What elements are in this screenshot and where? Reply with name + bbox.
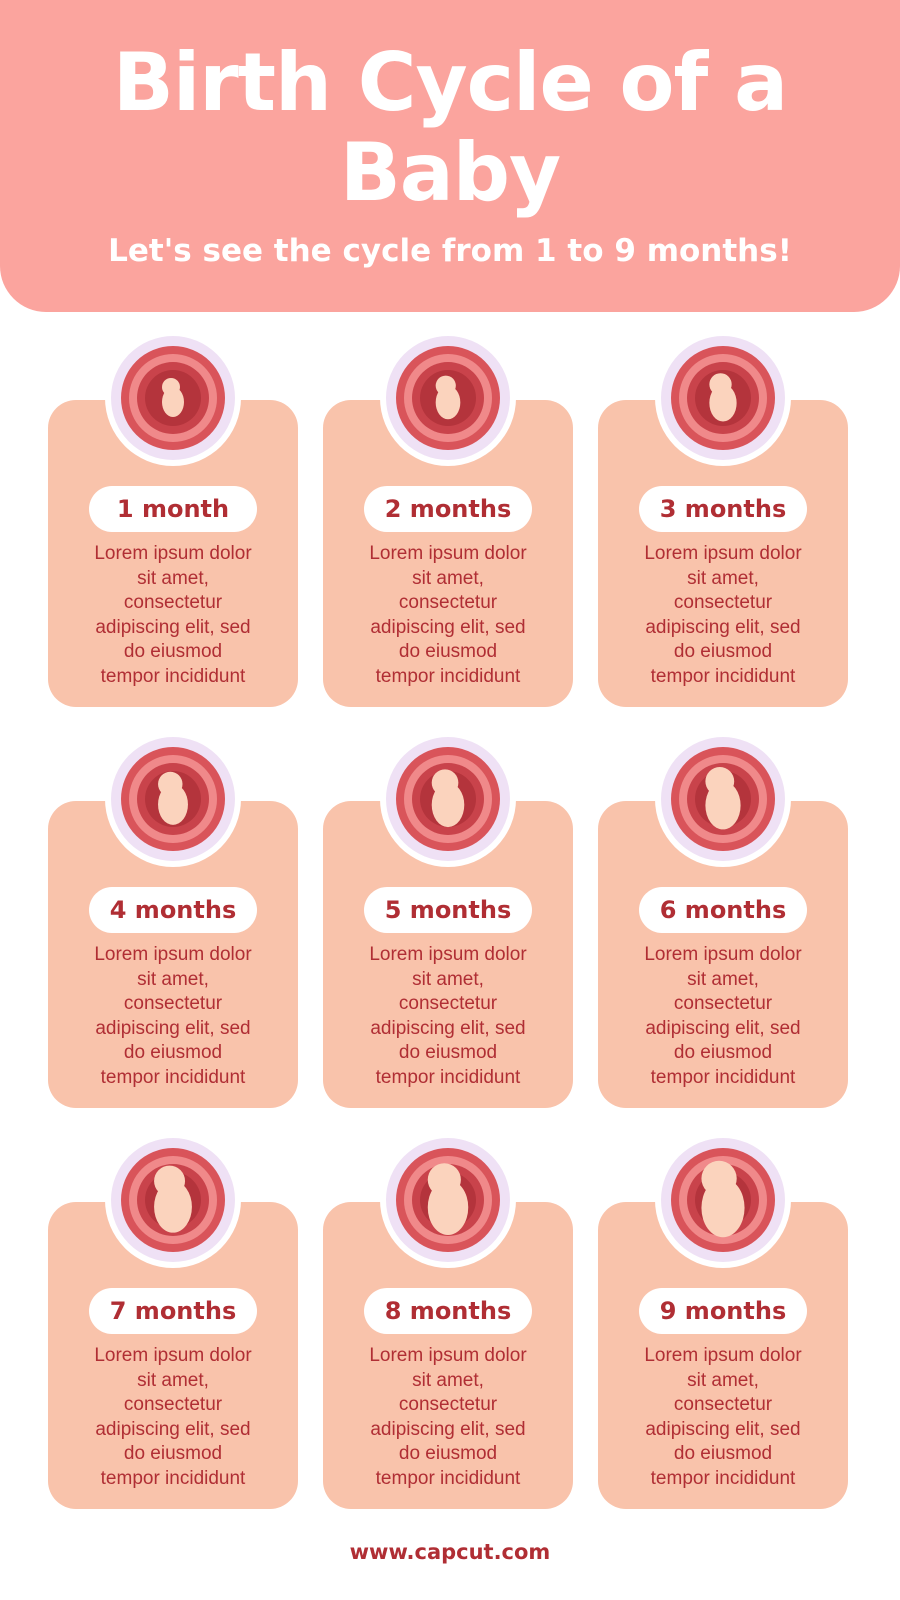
stage-card: 3 months Lorem ipsum dolor sit amet, con… xyxy=(598,330,848,707)
page-title: Birth Cycle of a Baby xyxy=(112,36,788,219)
stage-label: 8 months xyxy=(364,1288,532,1334)
stage-description: Lorem ipsum dolor sit amet, consectetur … xyxy=(94,1345,252,1489)
stage-card: 1 month Lorem ipsum dolor sit amet, cons… xyxy=(48,330,298,707)
header-banner: Birth Cycle of a Baby Let's see the cycl… xyxy=(0,0,900,312)
stage-label: 2 months xyxy=(364,486,532,532)
stage-label: 4 months xyxy=(89,887,257,933)
fetus-icon xyxy=(386,737,510,861)
stage-card: 8 months Lorem ipsum dolor sit amet, con… xyxy=(323,1132,573,1509)
stage-label: 5 months xyxy=(364,887,532,933)
stage-card: 2 months Lorem ipsum dolor sit amet, con… xyxy=(323,330,573,707)
stage-description: Lorem ipsum dolor sit amet, consectetur … xyxy=(369,1345,527,1489)
stage-description: Lorem ipsum dolor sit amet, consectetur … xyxy=(644,1345,802,1489)
stage-illustration xyxy=(105,731,241,867)
embryo-icon xyxy=(111,336,235,460)
fetus-icon xyxy=(386,1138,510,1262)
fetus-icon xyxy=(111,1138,235,1262)
embryo-icon xyxy=(386,336,510,460)
stage-illustration xyxy=(380,731,516,867)
stage-description: Lorem ipsum dolor sit amet, consectetur … xyxy=(369,543,527,687)
stage-label: 1 month xyxy=(89,486,257,532)
stage-card: 9 months Lorem ipsum dolor sit amet, con… xyxy=(598,1132,848,1509)
stage-label: 7 months xyxy=(89,1288,257,1334)
fetus-icon xyxy=(661,1138,785,1262)
stage-label: 9 months xyxy=(639,1288,807,1334)
stage-card: 7 months Lorem ipsum dolor sit amet, con… xyxy=(48,1132,298,1509)
stage-illustration xyxy=(105,330,241,466)
stage-description: Lorem ipsum dolor sit amet, consectetur … xyxy=(644,944,802,1088)
stage-illustration xyxy=(380,330,516,466)
stage-description: Lorem ipsum dolor sit amet, consectetur … xyxy=(369,944,527,1088)
fetus-icon xyxy=(661,737,785,861)
fetus-icon xyxy=(111,737,235,861)
fetus-icon xyxy=(661,336,785,460)
stage-illustration xyxy=(655,330,791,466)
stage-description: Lorem ipsum dolor sit amet, consectetur … xyxy=(644,543,802,687)
stage-illustration xyxy=(380,1132,516,1268)
stage-description: Lorem ipsum dolor sit amet, consectetur … xyxy=(94,944,252,1088)
stage-label: 3 months xyxy=(639,486,807,532)
stage-card: 5 months Lorem ipsum dolor sit amet, con… xyxy=(323,731,573,1108)
stage-card: 4 months Lorem ipsum dolor sit amet, con… xyxy=(48,731,298,1108)
stage-card: 6 months Lorem ipsum dolor sit amet, con… xyxy=(598,731,848,1108)
stage-illustration xyxy=(105,1132,241,1268)
stage-illustration xyxy=(655,731,791,867)
stage-label: 6 months xyxy=(639,887,807,933)
page-subtitle: Let's see the cycle from 1 to 9 months! xyxy=(108,233,792,269)
stage-description: Lorem ipsum dolor sit amet, consectetur … xyxy=(94,543,252,687)
footer-url[interactable]: www.capcut.com xyxy=(349,1540,551,1564)
stage-illustration xyxy=(655,1132,791,1268)
